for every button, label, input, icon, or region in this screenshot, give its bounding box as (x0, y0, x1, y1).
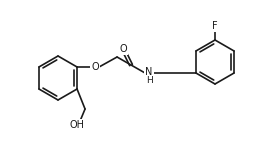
Text: O: O (119, 44, 127, 54)
Text: F: F (212, 21, 218, 31)
Text: N: N (145, 67, 153, 77)
Text: O: O (91, 62, 99, 72)
Text: H: H (146, 75, 153, 85)
Text: OH: OH (70, 120, 85, 130)
